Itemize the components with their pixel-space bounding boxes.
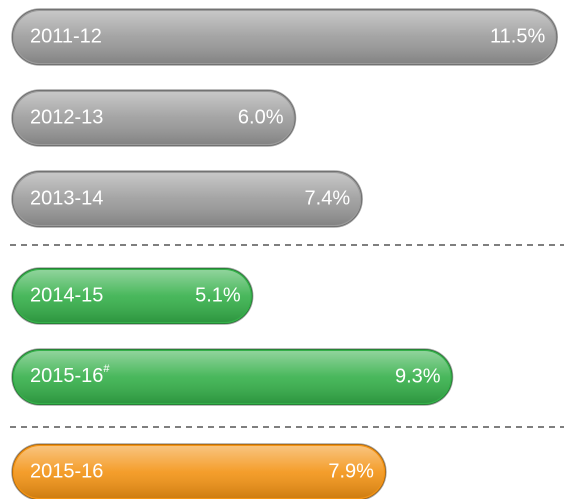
bar-gloss: [14, 351, 451, 403]
bar-gloss: [14, 173, 361, 225]
category-label: 2015-16: [30, 460, 103, 482]
category-text: 2015-16: [30, 365, 103, 387]
category-label: 2012-13: [30, 106, 103, 128]
bar-gloss: [14, 446, 384, 498]
category-mark: #: [103, 363, 110, 375]
value-label: 11.5%: [490, 25, 545, 47]
bar-gloss: [14, 11, 556, 63]
bar-gloss: [14, 92, 294, 144]
category-label: 2015-16#: [30, 363, 110, 387]
value-label: 9.3%: [395, 365, 441, 387]
value-label: 5.1%: [195, 284, 241, 306]
category-label: 2011-12: [30, 25, 102, 47]
value-label: 7.9%: [328, 460, 374, 482]
category-label: 2013-14: [30, 187, 103, 209]
bar-gloss: [14, 270, 251, 322]
category-label: 2014-15: [30, 284, 103, 306]
value-label: 6.0%: [238, 106, 284, 128]
value-label: 7.4%: [305, 187, 351, 209]
